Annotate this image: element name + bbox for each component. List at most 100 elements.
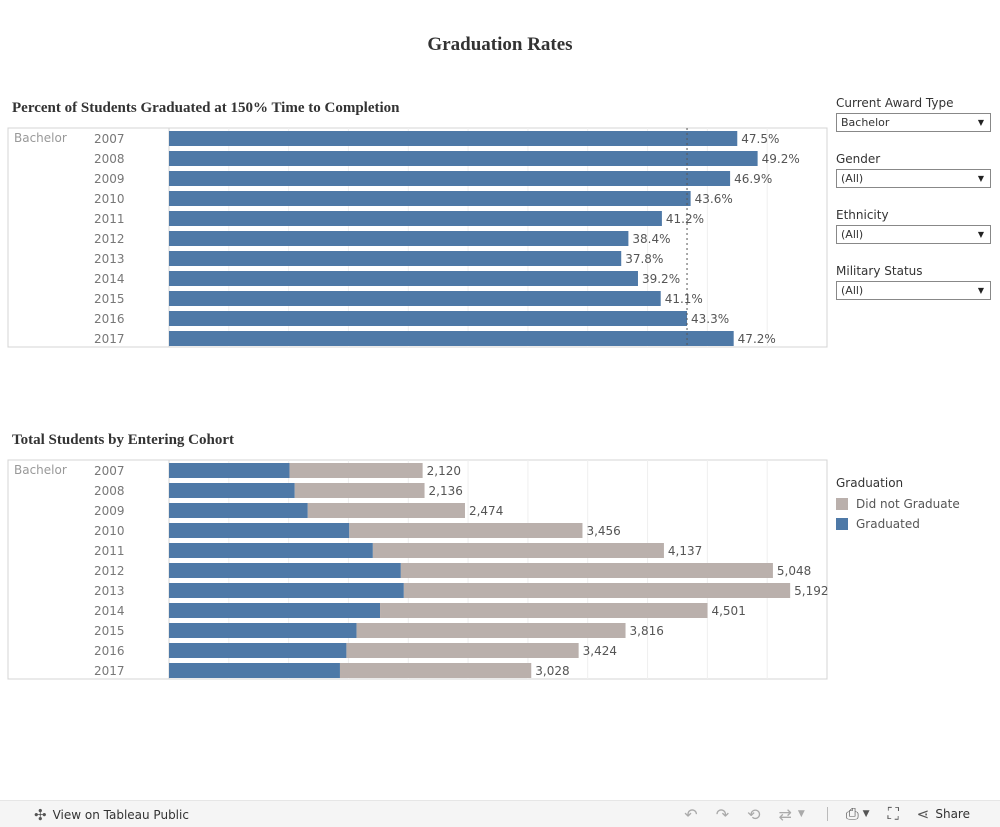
filter-label: Gender bbox=[836, 152, 881, 166]
data-label: 46.9% bbox=[734, 172, 772, 186]
bar-percent-graduated bbox=[169, 191, 691, 206]
year-label: 2017 bbox=[94, 332, 125, 346]
tableau-toolbar: ✣ View on Tableau Public ↶ ↷ ⟲ ⇄ ▼ ⎙ ▼ ⛶… bbox=[0, 800, 1000, 827]
graduation-legend: Graduation Did not Graduate Graduated bbox=[836, 476, 996, 534]
bar-percent-graduated bbox=[169, 251, 622, 266]
data-label: 2,120 bbox=[427, 464, 461, 478]
bar-did-not-graduate bbox=[400, 563, 773, 578]
download-icon[interactable]: ⎙ bbox=[845, 804, 859, 823]
legend-label: Did not Graduate bbox=[856, 497, 960, 511]
percent-graduated-chart: Bachelor 2007 47.5% 2008 49.2% 2009 46.9% 2010 4… bbox=[7, 127, 828, 348]
row-header-bachelor: Bachelor bbox=[14, 131, 67, 145]
year-label: 2012 bbox=[94, 564, 125, 578]
toolbar-divider bbox=[826, 807, 828, 821]
data-label: 41.1% bbox=[665, 292, 703, 306]
legend-label: Graduated bbox=[856, 517, 920, 531]
data-label: 49.2% bbox=[762, 152, 800, 166]
military-status-dropdown[interactable]: (All) ▼ bbox=[836, 281, 991, 300]
year-label: 2007 bbox=[94, 464, 125, 478]
download-dropdown-icon[interactable]: ▼ bbox=[862, 809, 870, 819]
data-label: 3,424 bbox=[583, 644, 617, 658]
filter-gender: Gender (All) ▼ bbox=[836, 152, 991, 188]
data-label: 4,501 bbox=[711, 604, 745, 618]
bar-percent-graduated bbox=[169, 151, 758, 166]
dropdown-value: (All) bbox=[841, 172, 864, 185]
page-title: Graduation Rates bbox=[427, 34, 573, 55]
data-label: 37.8% bbox=[625, 252, 663, 266]
tableau-logo-icon: ✣ bbox=[34, 806, 47, 824]
bar-graduated bbox=[169, 503, 308, 518]
refresh-icon[interactable]: ⇄ bbox=[778, 804, 792, 824]
data-label: 39.2% bbox=[642, 272, 680, 286]
bar-graduated bbox=[169, 543, 373, 558]
bar-graduated bbox=[169, 483, 295, 498]
year-label: 2009 bbox=[94, 504, 125, 518]
bar-percent-graduated bbox=[169, 131, 738, 146]
bar-did-not-graduate bbox=[307, 503, 465, 518]
legend-swatch bbox=[836, 518, 848, 530]
data-label: 2,136 bbox=[429, 484, 463, 498]
chart-frame bbox=[7, 127, 828, 348]
fullscreen-icon[interactable]: ⛶ bbox=[887, 804, 899, 823]
year-label: 2010 bbox=[94, 192, 125, 206]
data-label: 3,456 bbox=[586, 524, 620, 538]
year-label: 2013 bbox=[94, 584, 125, 598]
undo-icon[interactable]: ↶ bbox=[684, 804, 698, 824]
chart-title-percent-graduated: Percent of Students Graduated at 150% Ti… bbox=[12, 100, 400, 116]
share-icon: ⋖ bbox=[916, 805, 930, 823]
year-label: 2013 bbox=[94, 252, 125, 266]
bar-percent-graduated bbox=[169, 311, 688, 326]
bar-graduated bbox=[169, 583, 404, 598]
bar-graduated bbox=[169, 623, 357, 638]
data-label: 41.2% bbox=[666, 212, 704, 226]
year-label: 2015 bbox=[94, 292, 125, 306]
year-label: 2010 bbox=[94, 524, 125, 538]
bar-percent-graduated bbox=[169, 171, 731, 186]
bar-graduated bbox=[169, 463, 290, 478]
data-label: 47.5% bbox=[741, 132, 779, 146]
year-label: 2015 bbox=[94, 624, 125, 638]
data-label: 3,028 bbox=[535, 664, 569, 678]
data-label: 38.4% bbox=[632, 232, 670, 246]
legend-swatch bbox=[836, 498, 848, 510]
legend-item-graduated[interactable]: Graduated bbox=[836, 514, 996, 534]
bar-percent-graduated bbox=[169, 231, 629, 246]
redo-icon[interactable]: ↷ bbox=[715, 804, 730, 824]
chart-frame bbox=[7, 459, 828, 680]
legend-item-did-not-graduate[interactable]: Did not Graduate bbox=[836, 494, 996, 514]
filter-label: Current Award Type bbox=[836, 96, 954, 110]
data-label: 3,816 bbox=[630, 624, 664, 638]
year-label: 2016 bbox=[94, 312, 125, 326]
row-header-bachelor: Bachelor bbox=[14, 463, 67, 477]
toolbar-actions: ↶ ↷ ⟲ ⇄ ▼ ⎙ ▼ ⛶ ⋖ Share bbox=[666, 804, 970, 824]
dropdown-arrow-icon: ▼ bbox=[977, 174, 984, 183]
data-label: 2,474 bbox=[469, 504, 503, 518]
gender-dropdown[interactable]: (All) ▼ bbox=[836, 169, 991, 188]
view-on-tableau-public-link[interactable]: ✣ View on Tableau Public bbox=[34, 806, 189, 824]
bar-graduated bbox=[169, 603, 381, 618]
year-label: 2014 bbox=[94, 604, 125, 618]
bar-did-not-graduate bbox=[294, 483, 425, 498]
view-on-tableau-label: View on Tableau Public bbox=[52, 808, 189, 822]
year-label: 2016 bbox=[94, 644, 125, 658]
bar-percent-graduated bbox=[169, 271, 638, 286]
data-label: 4,137 bbox=[668, 544, 702, 558]
bar-percent-graduated bbox=[169, 211, 662, 226]
bar-graduated bbox=[169, 643, 347, 658]
award-type-dropdown[interactable]: Bachelor ▼ bbox=[836, 113, 991, 132]
share-button[interactable]: ⋖ Share bbox=[917, 805, 970, 823]
bar-did-not-graduate bbox=[372, 543, 664, 558]
bar-did-not-graduate bbox=[339, 663, 532, 678]
chart-title-total-students: Total Students by Entering Cohort bbox=[12, 432, 234, 448]
bar-did-not-graduate bbox=[356, 623, 626, 638]
data-label: 43.3% bbox=[691, 312, 729, 326]
bar-graduated bbox=[169, 663, 340, 678]
bar-did-not-graduate bbox=[403, 583, 791, 598]
dropdown-arrow-icon: ▼ bbox=[977, 118, 984, 127]
filter-ethnicity: Ethnicity (All) ▼ bbox=[836, 208, 991, 244]
refresh-dropdown-icon[interactable]: ▼ bbox=[797, 809, 805, 819]
revert-icon[interactable]: ⟲ bbox=[747, 804, 761, 824]
ethnicity-dropdown[interactable]: (All) ▼ bbox=[836, 225, 991, 244]
year-label: 2008 bbox=[94, 152, 125, 166]
bar-graduated bbox=[169, 563, 401, 578]
